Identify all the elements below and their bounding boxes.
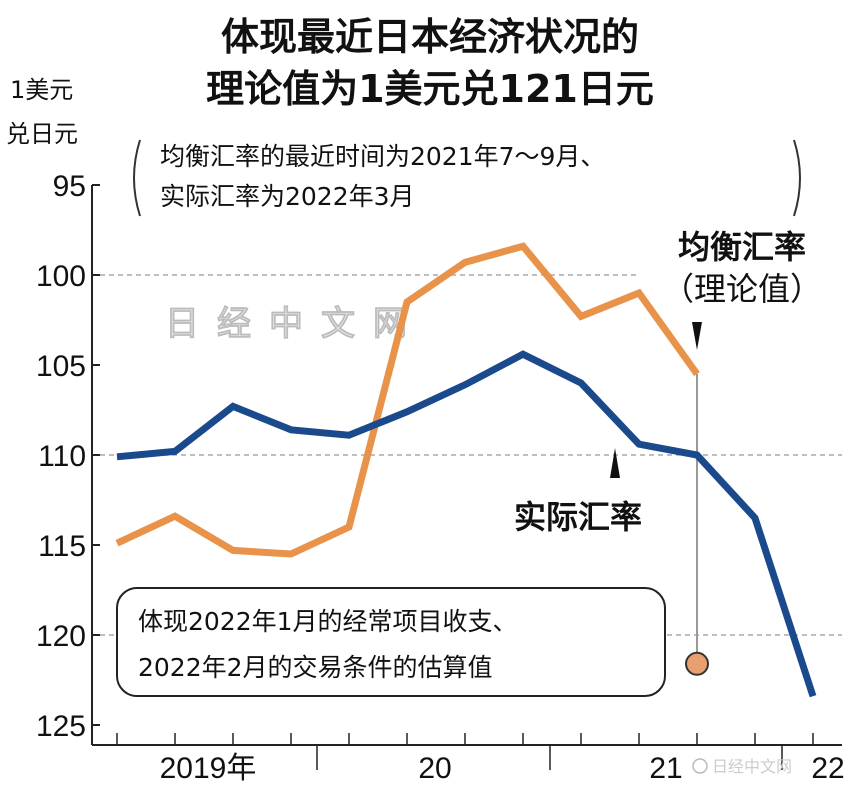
estimate-callout-line-2: 2022年2月的交易条件的估算值 — [138, 653, 493, 682]
weibo-logo-icon — [692, 758, 708, 774]
x-tick-label-2021: 21 — [649, 752, 682, 785]
y-tick-label-125: 125 — [36, 710, 86, 743]
chart-title-line-2: 理论值为1美元兑121日元 — [206, 67, 654, 111]
estimate-callout-box — [116, 587, 666, 697]
x-tick-label-2019: 2019年 — [160, 752, 257, 785]
x-axis: 2019年 20 21 22 — [92, 733, 845, 785]
note-bracket-left — [133, 139, 141, 217]
chart-title-line-1: 体现最近日本经济状况的 — [221, 15, 639, 59]
equilibrium-pointer-arrow — [692, 322, 702, 350]
watermark-weibo: 日经中文网 — [712, 757, 792, 776]
note-line-1: 均衡汇率的最近时间为2021年7～9月、 — [160, 142, 605, 171]
estimate-callout-line-1: 体现2022年1月的经常项目收支、 — [138, 607, 518, 636]
y-tick-label-120: 120 — [36, 620, 86, 653]
note-line-2: 实际汇率为2022年3月 — [160, 182, 415, 211]
y-tick-label-110: 110 — [38, 440, 86, 473]
legend-actual-rate: 实际汇率 — [514, 498, 642, 536]
y-axis-unit-line-1: 1美元 — [10, 76, 73, 104]
legend-equilibrium-rate-sub: （理论值） — [662, 270, 822, 308]
watermark-nikkei: 日经中文网 — [165, 304, 425, 344]
note-bracket-right — [793, 139, 801, 217]
y-tick-label-115: 115 — [38, 530, 86, 563]
x-tick-label-2020: 20 — [418, 752, 451, 785]
y-axis-unit-line-2: 兑日元 — [6, 120, 78, 148]
legend-equilibrium-rate: 均衡汇率 — [678, 228, 806, 266]
x-tick-label-2022: 22 — [811, 752, 844, 785]
y-tick-label-105: 105 — [36, 350, 86, 383]
series-lines — [115, 242, 817, 698]
estimate-point — [685, 651, 709, 676]
y-axis: 95 100 105 110 115 120 125 — [36, 170, 100, 745]
y-tick-label-95: 95 — [53, 170, 86, 203]
y-tick-label-100: 100 — [36, 260, 86, 293]
actual-pointer-arrow — [610, 448, 620, 478]
